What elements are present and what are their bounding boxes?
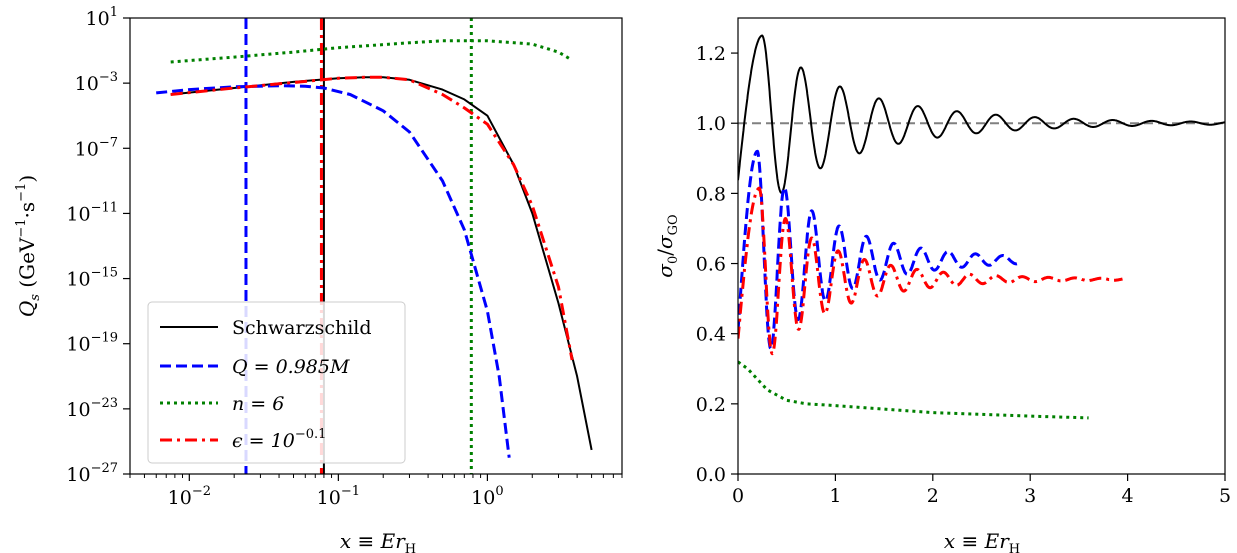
right-y-label: σ0/σGO: [653, 214, 681, 277]
series-line-schwarzschild: [738, 34, 1225, 194]
y-tick-label: 0.4: [696, 324, 726, 346]
y-tick-label: 0.2: [696, 394, 726, 416]
legend-label-n: n = 6: [232, 393, 284, 415]
left-x-label: x ≡ ErH: [340, 529, 416, 553]
y-tick-label: 10−15: [66, 266, 118, 291]
left-panel: 10−2 10−1 100 101 10−3 10−7 10−11 10−15 10−19 10−…: [14, 5, 623, 553]
legend-label-q: Q = 0.985M: [232, 356, 350, 378]
x-tick-label: 10−2: [168, 484, 211, 509]
y-tick-label: 1.0: [696, 113, 726, 135]
y-tick-label: 0.8: [696, 183, 726, 205]
left-axes-frame: [129, 17, 623, 475]
y-tick-label: 10−27: [66, 461, 118, 486]
y-tick-label: 0.0: [696, 464, 726, 486]
y-tick-label: 10−19: [66, 331, 118, 356]
left-ticks: 10−2 10−1 100 101 10−3 10−7 10−11 10−15 10−19 10−…: [66, 5, 623, 509]
legend-label-schwarzschild: Schwarzschild: [232, 317, 372, 339]
legend-box: [147, 301, 406, 464]
x-tick-label: 10−1: [317, 484, 360, 509]
y-tick-label: 10−11: [66, 200, 118, 225]
x-tick-label: 100: [471, 484, 503, 509]
right-series: [738, 34, 1225, 420]
x-tick-label: 5: [1219, 485, 1231, 507]
y-tick-label: 10−3: [75, 70, 118, 95]
series-line-q: [738, 149, 1022, 351]
series-line-schwarzschild: [170, 76, 593, 451]
series-line-n: [170, 39, 572, 64]
y-tick-label: 10−7: [75, 135, 118, 160]
x-tick-label: 4: [1122, 485, 1134, 507]
series-line-q: [156, 84, 511, 458]
x-tick-label: 3: [1024, 485, 1036, 507]
series-line-n: [738, 360, 1089, 420]
series-line-eps: [170, 75, 574, 361]
right-x-label: x ≡ ErH: [944, 529, 1020, 553]
y-tick-label: 0.6: [696, 254, 726, 276]
left-y-label: Qs (GeV−1·s−1): [14, 175, 43, 317]
y-tick-label: 1.2: [696, 43, 726, 65]
series-line-eps: [738, 186, 1124, 356]
right-axes-frame: [737, 17, 1226, 475]
x-tick-label: 1: [829, 485, 841, 507]
x-tick-label: 2: [927, 485, 939, 507]
right-panel: 0 1 2 3 4 5 0.0 0.2 0.4 0.6 0.8 1.0 1.2 σ0/σGO x ≡ E…: [653, 17, 1231, 553]
y-tick-label: 101: [86, 5, 118, 30]
y-tick-label: 10−23: [66, 396, 118, 421]
left-series: [156, 39, 593, 458]
right-ticks: 0 1 2 3 4 5 0.0 0.2 0.4 0.6 0.8 1.0 1.2: [696, 43, 1231, 507]
legend-label-eps: ϵ = 10−0.1: [232, 427, 326, 452]
x-tick-label: 0: [732, 485, 744, 507]
legend: Schwarzschild Q = 0.985M n = 6 ϵ = 10−0.…: [147, 301, 406, 464]
